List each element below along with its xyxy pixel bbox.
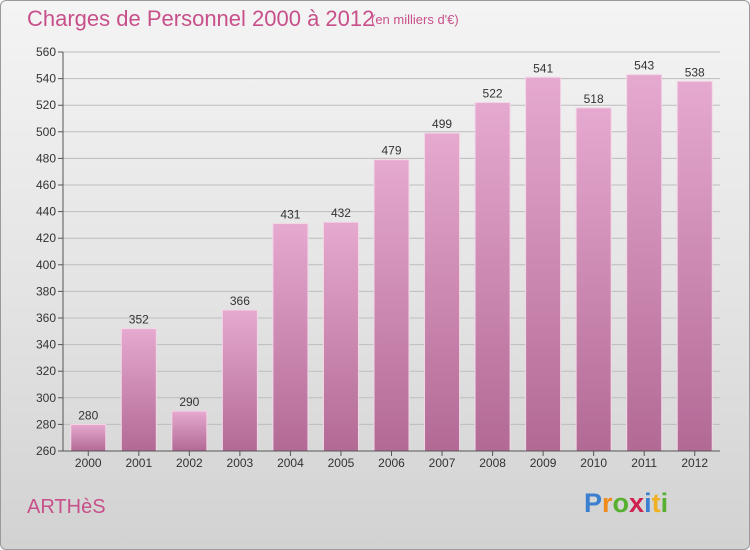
bar-value-label: 538	[685, 65, 705, 79]
bar-value-label: 432	[331, 206, 351, 220]
x-tick-label: 2012	[681, 456, 708, 470]
y-tick-label: 320	[36, 364, 56, 378]
y-tick-label: 300	[36, 391, 56, 405]
y-tick-label: 280	[36, 417, 56, 431]
y-tick-label: 540	[36, 72, 56, 86]
x-tick-label: 2000	[75, 456, 102, 470]
y-tick-label: 360	[36, 311, 56, 325]
bar	[120, 328, 157, 452]
x-tick-label: 2004	[277, 456, 304, 470]
bar-value-label: 543	[634, 59, 654, 73]
y-tick-label: 500	[36, 125, 56, 139]
x-tick-label: 2006	[378, 456, 405, 470]
y-tick-label: 420	[36, 231, 56, 245]
x-tick-label: 2009	[530, 456, 557, 470]
proxiti-logo: Proxiti	[584, 488, 668, 519]
x-tick-label: 2003	[227, 456, 254, 470]
x-tick-label: 2002	[176, 456, 203, 470]
y-tick-label: 380	[36, 284, 56, 298]
bar	[272, 223, 309, 452]
x-tick-label: 2008	[479, 456, 506, 470]
x-tick-label: 2010	[580, 456, 607, 470]
x-tick-label: 2005	[328, 456, 355, 470]
y-tick-label: 460	[36, 178, 56, 192]
y-tick-label: 260	[36, 444, 56, 458]
bar-value-label: 280	[78, 408, 98, 422]
y-tick-label: 400	[36, 258, 56, 272]
x-tick-label: 2001	[125, 456, 152, 470]
bar-value-label: 290	[179, 395, 199, 409]
bar-value-label: 518	[584, 92, 604, 106]
bar-value-label: 541	[533, 61, 553, 75]
logo-letter: i	[660, 488, 669, 518]
bar	[626, 74, 663, 452]
bar-value-label: 431	[280, 208, 300, 222]
bar	[575, 107, 612, 452]
y-tick-label: 520	[36, 98, 56, 112]
commune-name: ARTHèS	[27, 496, 106, 518]
logo-letter: x	[629, 488, 645, 518]
bar-value-label: 479	[381, 144, 401, 158]
bar	[676, 80, 713, 452]
y-tick-label: 440	[36, 205, 56, 219]
bar	[525, 76, 562, 452]
chart-title: Charges de Personnel 2000 à 2012	[27, 6, 375, 31]
chart-subtitle: (en milliers d'€)	[371, 12, 459, 27]
y-tick-label: 560	[36, 45, 56, 59]
bar	[373, 159, 410, 452]
bar	[221, 309, 258, 452]
logo-letter: t	[651, 488, 661, 518]
bar	[171, 410, 208, 452]
x-tick-label: 2007	[429, 456, 456, 470]
bar	[70, 423, 107, 452]
bar-value-label: 499	[432, 117, 452, 131]
bar	[474, 102, 511, 452]
y-tick-label: 340	[36, 338, 56, 352]
bar-value-label: 522	[483, 87, 503, 101]
bar	[322, 221, 359, 452]
y-tick-label: 480	[36, 151, 56, 165]
logo-letter: o	[612, 488, 630, 518]
bar	[424, 132, 461, 452]
bar-value-label: 366	[230, 294, 250, 308]
logo-letter: P	[584, 488, 603, 518]
logo-letter: i	[644, 488, 652, 518]
bar-value-label: 352	[129, 313, 149, 327]
logo-letter: r	[602, 488, 613, 518]
x-tick-label: 2011	[631, 456, 657, 470]
